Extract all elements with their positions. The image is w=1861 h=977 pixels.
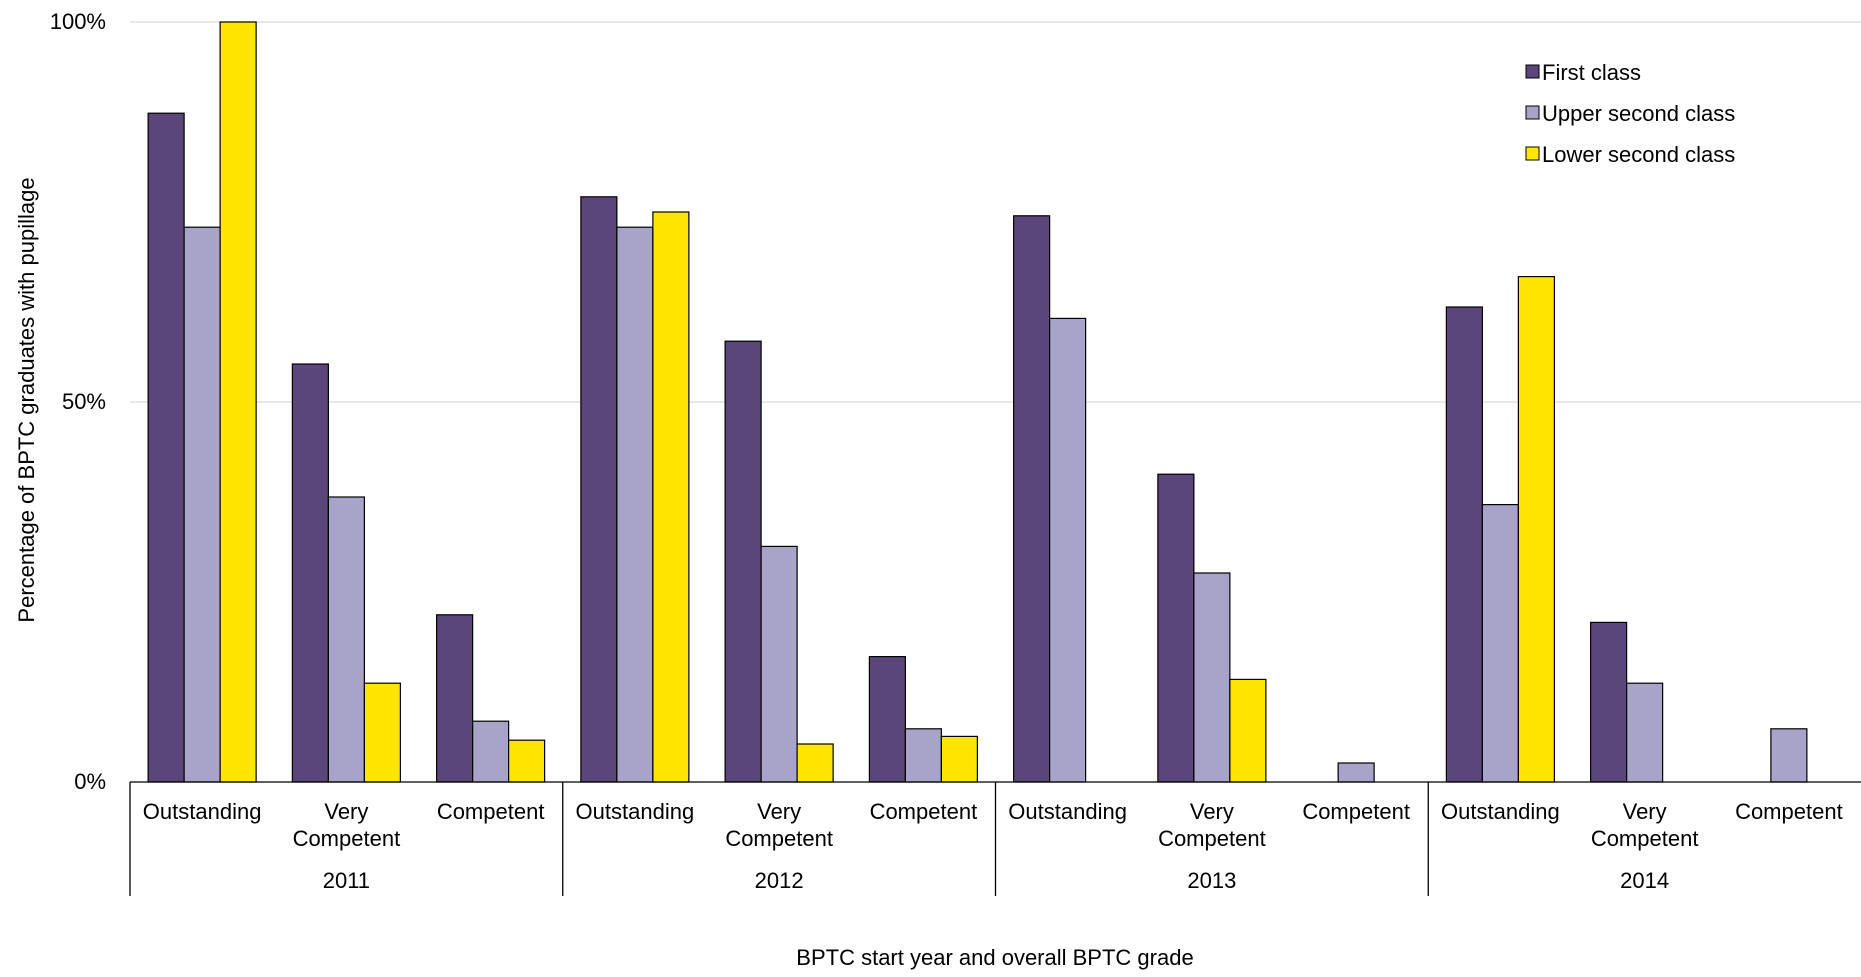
x-group-label: 2012 [755,868,804,893]
bar [580,196,618,783]
x-category-label: Competent [293,826,401,851]
legend-swatch [1525,146,1540,161]
y-axis-title: Percentage of BPTC graduates with pupill… [14,177,39,622]
x-category-label: Competent [870,799,978,824]
bar [1049,317,1087,783]
bar [1770,728,1808,783]
bar [363,682,401,783]
x-group-label: 2011 [323,868,370,893]
legend-label: First class [1542,60,1641,85]
bar [291,363,329,783]
x-category-label: Competent [1735,799,1843,824]
bar [183,226,221,783]
bar [1229,678,1267,783]
x-category-label: Outstanding [1441,799,1560,824]
x-group-label: 2014 [1620,868,1669,893]
x-axis-title: BPTC start year and overall BPTC grade [796,945,1193,970]
bar [724,340,762,783]
y-tick-label: 50% [62,389,106,414]
x-category-label: Very [1623,799,1667,824]
x-category-label: Competent [1302,799,1410,824]
x-category-label: Very [324,799,368,824]
x-category-label: Competent [437,799,545,824]
bar [1445,306,1483,783]
bar [508,739,546,783]
x-category-label: Very [757,799,801,824]
bar [147,112,185,783]
bar [1337,762,1375,783]
x-category-label: Competent [725,826,833,851]
legend-swatch [1525,64,1540,79]
x-group-label: 2013 [1187,868,1236,893]
x-category-label: Outstanding [143,799,262,824]
x-category-label: Outstanding [1008,799,1127,824]
legend-label: Upper second class [1542,101,1735,126]
bar [940,735,978,783]
bar [1013,215,1051,783]
bar [616,226,654,783]
bar [760,545,798,783]
bar [1517,276,1555,783]
y-tick-label: 0% [74,769,106,794]
legend-swatch [1525,105,1540,120]
bar [219,21,257,783]
bar [1626,682,1664,783]
legend-label: Lower second class [1542,142,1735,167]
bar [436,614,474,783]
x-category-label: Competent [1591,826,1699,851]
bar [652,211,690,783]
bar [327,496,365,783]
x-category-label: Outstanding [576,799,695,824]
bar [1193,572,1231,783]
bar [1590,621,1628,783]
bar [796,743,834,783]
y-tick-label: 100% [50,9,106,34]
bar [1157,473,1195,783]
bar [868,655,906,783]
x-category-label: Very [1190,799,1234,824]
x-category-label: Competent [1158,826,1266,851]
bar [1481,504,1519,783]
bar [472,720,510,783]
bar [904,728,942,783]
